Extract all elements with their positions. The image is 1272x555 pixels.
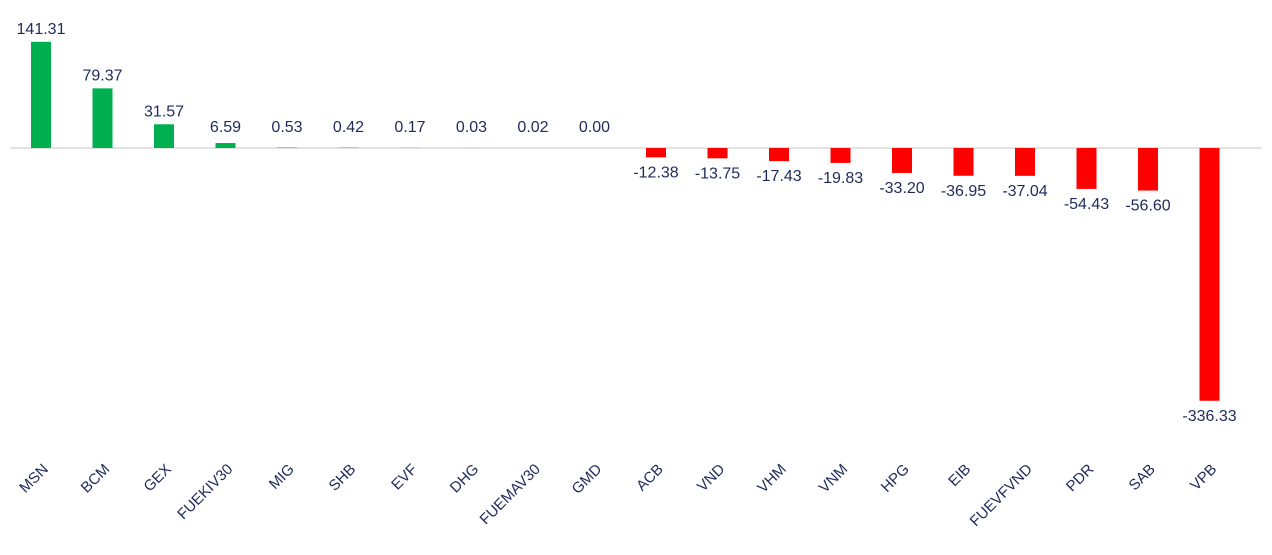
data-label-mig: 0.53	[271, 119, 302, 136]
x-tick-label-hpg: HPG	[878, 461, 913, 496]
x-tick-label-shb: SHB	[325, 461, 359, 495]
x-tick-label-vpb: VPB	[1187, 461, 1220, 494]
data-label-eib: -36.95	[941, 183, 986, 200]
data-label-dhg: 0.03	[456, 119, 487, 136]
x-tick-label-fuekiv30: FUEKIV30	[174, 461, 236, 523]
x-tick-label-pdr: PDR	[1063, 461, 1098, 496]
x-tick-label-vnm: VNM	[816, 461, 852, 497]
data-label-vhm: -17.43	[756, 168, 801, 185]
data-label-evf: 0.17	[394, 119, 425, 136]
bar-bcm	[92, 88, 113, 148]
data-label-gmd: 0.00	[579, 119, 610, 136]
x-tick-label-evf: EVF	[388, 461, 421, 494]
x-tick-label-fuemav30: FUEMAV30	[477, 461, 544, 528]
x-tick-label-vhm: VHM	[754, 461, 790, 497]
bar-gex	[154, 124, 174, 148]
x-tick-label-gmd: GMD	[569, 461, 606, 498]
data-label-gex: 31.57	[144, 103, 184, 120]
bar-acb	[646, 148, 666, 158]
data-label-vnm: -19.83	[818, 170, 863, 187]
data-label-sab: -56.60	[1125, 198, 1170, 215]
bar-msn	[31, 41, 51, 148]
data-label-bcm: 79.37	[82, 67, 122, 84]
bar-vpb	[1199, 148, 1220, 401]
data-label-pdr: -54.43	[1064, 196, 1109, 213]
x-tick-label-mig: MIG	[266, 461, 298, 493]
data-label-fuekiv30: 6.59	[210, 119, 241, 136]
data-label-vpb: -336.33	[1182, 408, 1236, 425]
bar-fuevfvnd	[1015, 148, 1035, 176]
bar-vnd	[707, 148, 728, 159]
x-tick-label-msn: MSN	[16, 461, 52, 497]
x-tick-label-vnd: VND	[694, 461, 729, 496]
bar-vnm	[830, 148, 851, 163]
bar-pdr	[1076, 148, 1097, 189]
x-tick-label-gex: GEX	[140, 461, 174, 495]
data-label-msn: 141.31	[17, 21, 66, 38]
bar-vhm	[769, 148, 789, 162]
data-label-shb: 0.42	[333, 119, 364, 136]
data-label-fuemav30: 0.02	[517, 119, 548, 136]
bar-fuekiv30	[215, 143, 236, 148]
x-tick-label-bcm: BCM	[78, 461, 114, 497]
data-label-acb: -12.38	[633, 164, 678, 181]
x-tick-label-eib: EIB	[945, 461, 974, 490]
data-label-hpg: -33.20	[879, 180, 924, 197]
x-tick-label-sab: SAB	[1126, 461, 1159, 494]
bar-eib	[953, 148, 974, 176]
x-tick-label-dhg: DHG	[447, 461, 483, 497]
data-label-vnd: -13.75	[695, 165, 740, 182]
x-tick-label-fuevfvnd: FUEVFVND	[967, 461, 1036, 530]
bar-hpg	[892, 148, 912, 173]
data-label-fuevfvnd: -37.04	[1002, 183, 1047, 200]
x-tick-label-acb: ACB	[633, 461, 667, 495]
bar-sab	[1138, 148, 1158, 191]
